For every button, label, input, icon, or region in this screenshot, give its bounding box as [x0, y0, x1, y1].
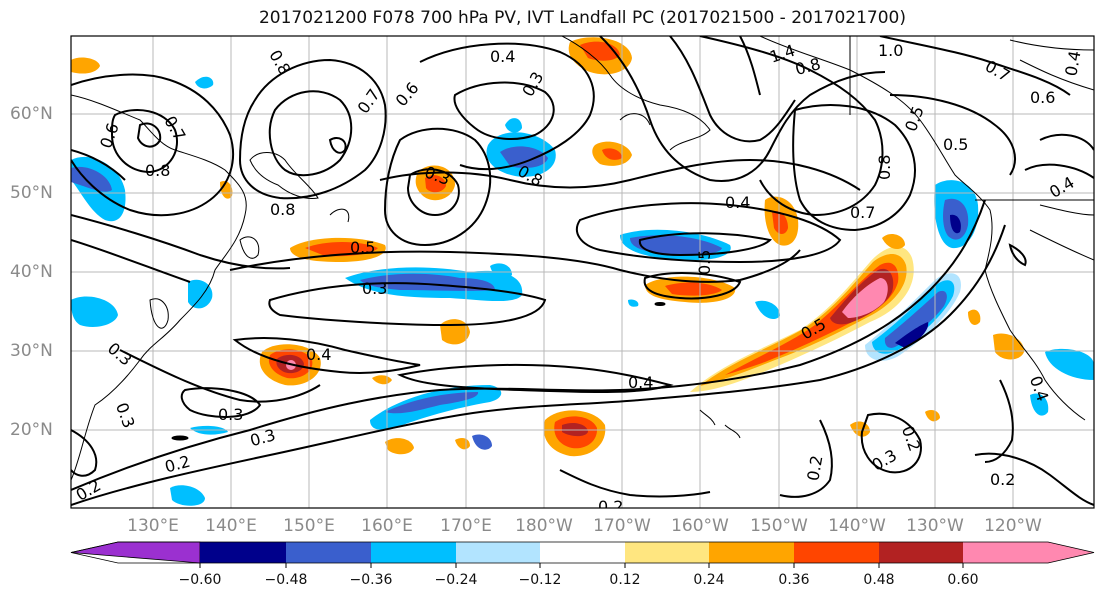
contour-label: 0.4: [725, 193, 750, 212]
lat-label: 60°N: [10, 104, 53, 124]
colorbar-segment: [70, 541, 201, 564]
contour-label: 0.3: [869, 445, 901, 474]
contour-label: 0.4: [306, 345, 331, 364]
colorbar-segment: [200, 542, 286, 563]
colorbar: [70, 541, 1095, 568]
contour-label: 0.5: [943, 135, 968, 154]
lon-label: 170°W: [593, 516, 651, 536]
colorbar-tick-label: 0.48: [863, 572, 895, 588]
contour-label: 0.8: [875, 155, 894, 180]
lat-label: 50°N: [10, 183, 53, 203]
lon-label: 160°W: [671, 516, 729, 536]
colorbar-segment: [879, 542, 963, 563]
contour-label: 0.4: [628, 373, 653, 392]
colorbar-tick-label: −0.36: [349, 572, 393, 588]
colorbar-segment: [963, 542, 1094, 563]
contour-label: 0.8: [145, 161, 170, 180]
lon-label: 150°E: [283, 516, 335, 536]
colorbar-segment: [540, 542, 625, 563]
lon-label: 170°E: [440, 516, 492, 536]
contour-label: 1.0: [878, 41, 903, 60]
lon-label: 130°E: [127, 516, 179, 536]
lon-label: 140°E: [205, 516, 257, 536]
coastlines: [71, 36, 1094, 481]
colorbar-segment: [286, 542, 371, 563]
contour-label: 0.5: [901, 104, 928, 134]
lat-label: 40°N: [10, 262, 53, 282]
colorbar-segment: [794, 542, 879, 563]
contour-label: 0.4: [1026, 373, 1053, 403]
contour-label: 0.5: [695, 250, 714, 275]
contour-label: 0.6: [392, 78, 423, 110]
colorbar-tick-label: 0.60: [947, 572, 979, 588]
contour-label: 0.5: [350, 238, 375, 257]
anomaly-fill: [71, 37, 1094, 506]
lon-label: 180°W: [515, 516, 573, 536]
lat-label: 20°N: [10, 420, 53, 440]
contour-label: 0.3: [518, 68, 547, 100]
colorbar-tick-label: −0.48: [264, 572, 308, 588]
contour-label: 0.2: [990, 470, 1015, 489]
contour-label: 0.6: [1030, 88, 1055, 107]
contour-label: 0.7: [850, 203, 875, 222]
colorbar-segment: [371, 542, 456, 563]
colorbar-segment: [456, 542, 540, 563]
graticule: [71, 36, 1094, 508]
colorbar-outline: [70, 541, 1095, 564]
lon-label: 150°W: [750, 516, 808, 536]
colorbar-segment: [709, 542, 794, 563]
contour-label: 0.8: [265, 47, 294, 79]
map-title: 2017021200 F078 700 hPa PV, IVT Landfall…: [258, 8, 906, 28]
contour-label: 0.4: [490, 47, 515, 66]
contour-label: 0.3: [218, 405, 243, 424]
colorbar-tick-label: −0.24: [434, 572, 478, 588]
contour-label: 0.2: [73, 475, 105, 504]
colorbar-tick-label: 0.12: [609, 572, 641, 588]
contour-label: 0.3: [104, 339, 136, 370]
colorbar-tick-label: 0.24: [693, 572, 725, 588]
lat-label: 30°N: [10, 341, 53, 361]
contour-label: 0.2: [598, 497, 623, 516]
contour-label: 0.3: [112, 400, 139, 430]
lon-label: 120°W: [984, 516, 1042, 536]
lon-label: 160°E: [361, 516, 413, 536]
contour-label: 0.4: [1046, 173, 1078, 202]
colorbar-tick-label: −0.60: [178, 572, 222, 588]
map-frame: [70, 35, 1095, 509]
contour-label: 0.3: [362, 279, 387, 298]
colorbar-tick-label: −0.12: [518, 572, 562, 588]
colorbar-segment: [625, 542, 709, 563]
pv-contours: [71, 36, 1094, 506]
lon-label: 130°W: [906, 516, 964, 536]
lon-label: 140°W: [828, 516, 886, 536]
contour-label: 0.6: [96, 120, 123, 150]
contour-label: 0.8: [270, 200, 295, 219]
colorbar-tick-label: 0.36: [778, 572, 810, 588]
contour-label: 0.4: [1061, 49, 1084, 77]
contour-label: 0.2: [803, 454, 826, 482]
